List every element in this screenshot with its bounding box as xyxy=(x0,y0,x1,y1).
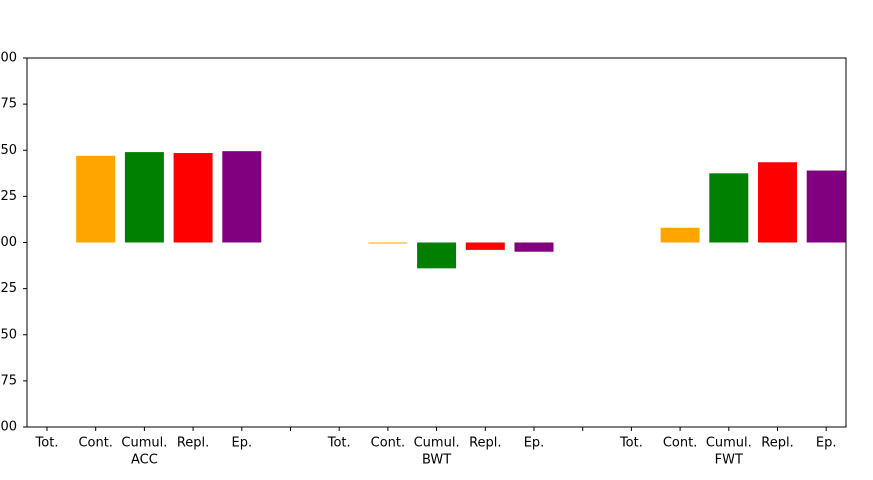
bar xyxy=(368,242,408,244)
bar xyxy=(76,155,116,243)
bar xyxy=(758,162,797,243)
y-tick-label: 0.75 xyxy=(0,97,17,112)
x-tick-label: Tot. xyxy=(619,436,643,451)
x-tick-label: Repl. xyxy=(177,436,209,451)
x-tick-label: Tot. xyxy=(327,436,351,451)
x-tick-label: Cumul. xyxy=(706,436,752,451)
bar xyxy=(124,152,164,243)
x-tick-label: Ep. xyxy=(524,436,545,451)
group-label: FWT xyxy=(715,453,743,468)
y-tick-label: −0.25 xyxy=(0,281,17,296)
group-label: BWT xyxy=(422,453,451,468)
y-tick-label: 0.25 xyxy=(0,189,17,204)
bar xyxy=(514,242,554,252)
bar xyxy=(806,170,846,243)
bar xyxy=(222,151,262,243)
x-tick-label: Ep. xyxy=(816,436,837,451)
bar xyxy=(465,242,505,250)
y-tick-label: 1.00 xyxy=(0,51,17,66)
bar xyxy=(709,173,749,243)
y-tick-label: −0.50 xyxy=(0,327,17,342)
y-tick-label: 0.50 xyxy=(0,143,17,158)
x-tick-label: Cont. xyxy=(371,436,406,451)
x-tick-label: Ep. xyxy=(231,436,252,451)
x-tick-label: Cont. xyxy=(663,436,698,451)
x-tick-label: Repl. xyxy=(761,436,793,451)
x-tick-label: Repl. xyxy=(469,436,501,451)
x-tick-label: Tot. xyxy=(35,436,59,451)
bar xyxy=(173,153,213,243)
y-tick-label: 0.00 xyxy=(0,235,17,250)
bar xyxy=(660,227,700,243)
group-label: ACC xyxy=(131,453,158,468)
bar xyxy=(417,242,457,269)
x-tick-label: Cumul. xyxy=(414,436,460,451)
y-tick-label: −0.75 xyxy=(0,373,17,388)
y-tick-label: −1.00 xyxy=(0,420,17,435)
x-tick-label: Cont. xyxy=(78,436,113,451)
x-tick-label: Cumul. xyxy=(121,436,167,451)
